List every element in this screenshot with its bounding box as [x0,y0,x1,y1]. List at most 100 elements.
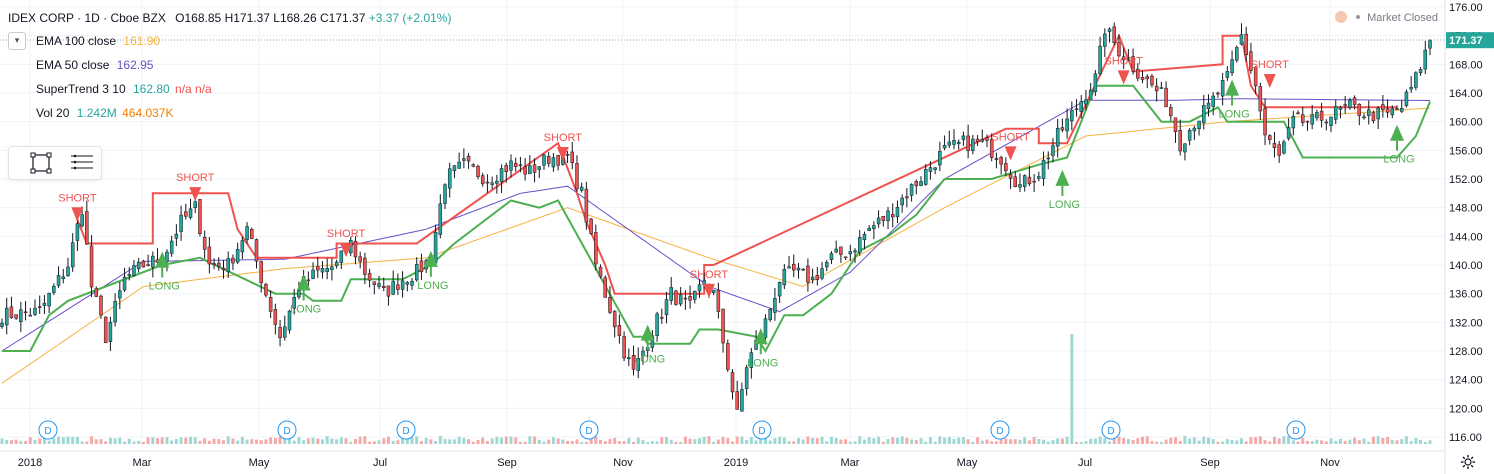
symbol-title[interactable]: IDEX CORP · 1D · Cboe BZX [8,11,166,25]
candle-body [1338,107,1343,110]
dividend-marker [579,420,599,440]
volume-bar [665,436,669,444]
volume-bar [660,437,664,444]
volume-bar [481,437,485,444]
volume-bar [1348,439,1352,444]
volume-bar [278,436,282,444]
candle-body [146,264,150,267]
candle-body [961,135,966,140]
volume-bar [273,437,277,444]
volume-bar [712,441,716,444]
candle-body [627,357,631,359]
volume-bar [551,437,555,444]
candle-body [697,284,702,292]
volume-bar [773,438,777,444]
volume-bar [250,439,254,444]
volume-bar [292,440,296,444]
candle-body [612,311,617,328]
indicator-value: 162.95 [116,58,154,72]
volume-bar [1381,437,1385,444]
candle-body [1004,163,1008,172]
candle-body [994,158,999,160]
candle-body [810,276,815,280]
candle-body [188,208,193,218]
volume-bar [198,440,202,444]
candle-body [1187,129,1192,141]
dividend-marker [752,420,772,440]
dividend-marker-label: D [585,426,592,437]
candle-body [985,137,989,141]
volume-bar [236,440,240,444]
candle-body [1333,106,1338,120]
volume-bar [759,438,763,444]
candle-body [825,262,829,268]
candle-body [947,141,952,146]
volume-bar [1315,439,1319,444]
volume-bar [1093,438,1097,444]
candle-body [165,251,169,262]
candle-body [419,260,424,273]
volume-bar [1206,437,1210,444]
candle-body [843,256,848,259]
indicator-ema50[interactable]: EMA 50 close 162.95 [36,58,153,72]
volume-bar [533,436,537,444]
volume-bar [1357,440,1361,444]
candle-body [193,201,197,208]
volume-bar [1428,440,1432,444]
price-tick-label: 148.00 [1449,203,1483,215]
volume-bar [891,437,895,444]
candle-body [1404,91,1409,106]
candle-body [278,326,282,339]
candle-body [264,283,268,296]
candle-body [372,281,377,285]
indicator-ema100[interactable]: EMA 100 close 161.90 [36,34,160,48]
candle-body [1027,176,1032,185]
volume-bar [1192,437,1196,444]
volume-bar [905,437,909,444]
volume-bar [1065,436,1069,444]
volume-bar [603,441,607,444]
candle-body [485,181,490,184]
candle-body [1154,85,1159,92]
candle-body [1362,116,1366,119]
candle-body [1381,104,1385,111]
price-tick-label: 160.00 [1449,117,1483,129]
rectangle-icon[interactable] [27,151,55,175]
short-arrow-icon [702,283,715,298]
volume-bar [1343,440,1347,444]
volume-bar [1235,440,1239,444]
candle-body [240,240,245,253]
candle-body [457,161,461,169]
volume-bar [1070,334,1074,444]
volume-bar [127,438,131,444]
time-tick-label: Sep [497,457,517,469]
candle-body [1277,144,1281,156]
volume-bar [1178,440,1182,444]
symbol-header[interactable]: IDEX CORP · 1D · Cboe BZX O168.85 H171.3… [8,11,451,25]
candle-body [834,248,838,253]
volume-bar [650,441,654,444]
indicator-supertrend[interactable]: SuperTrend 3 10 162.80 n/a n/a [36,82,212,96]
candle-body [598,266,603,277]
menu-lines-icon[interactable] [67,151,95,175]
candle-body [75,223,80,241]
gear-icon[interactable] [1460,454,1476,470]
price-tick-label: 176.00 [1449,2,1483,14]
volume-bar [820,436,824,444]
volume-bar [768,440,772,444]
indicator-volume[interactable]: Vol 20 1.242M 464.037K [36,106,173,120]
candle-body [886,210,890,221]
candle-body [70,242,75,268]
volume-bar [405,437,409,444]
short-arrow-icon [340,243,353,258]
candle-body [565,154,570,156]
candle-body [410,280,414,286]
candle-body [37,306,42,308]
short-signal-label: SHORT [58,192,97,204]
collapse-legend-button[interactable]: ▾ [8,32,26,50]
volume-bar [933,441,937,444]
candle-body [1088,89,1093,100]
volume-bar [344,438,348,444]
volume-bar [75,436,79,444]
